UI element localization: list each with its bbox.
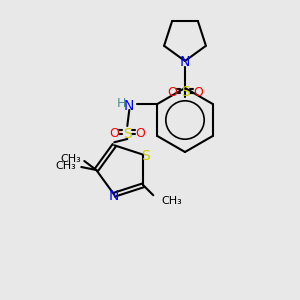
Text: O: O — [109, 127, 119, 140]
Text: CH₃: CH₃ — [161, 196, 182, 206]
Text: N: N — [109, 189, 119, 203]
Text: S: S — [141, 149, 150, 163]
Text: O: O — [193, 86, 203, 99]
Text: CH₃: CH₃ — [56, 161, 76, 171]
Text: CH₃: CH₃ — [61, 154, 81, 164]
Text: N: N — [180, 56, 190, 70]
Text: O: O — [167, 86, 177, 99]
Text: S: S — [123, 127, 132, 140]
Text: S: S — [181, 85, 189, 100]
Text: H: H — [117, 97, 126, 110]
Text: N: N — [124, 98, 134, 112]
Text: O: O — [135, 127, 145, 140]
